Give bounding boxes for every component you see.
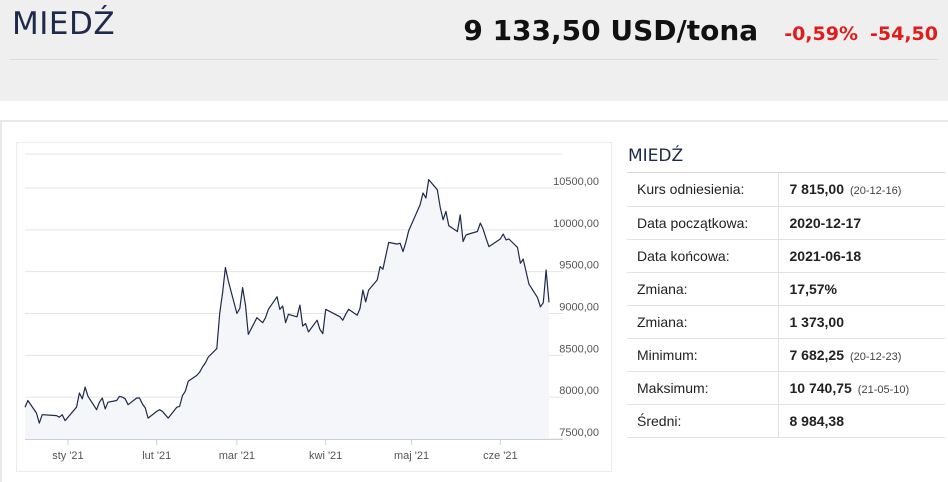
- stats-row-value: 1 373,00: [789, 313, 845, 330]
- y-tick-label: 7500,00: [559, 427, 599, 439]
- price-area: [25, 179, 549, 439]
- stats-row-label: Średni:: [627, 404, 778, 438]
- stats-row-label: Maksimum:: [627, 371, 778, 405]
- stats-row-value-cell: 8 984,38: [777, 404, 945, 438]
- price-line: [24, 178, 550, 424]
- y-tick-label: 9000,00: [559, 302, 599, 314]
- stats-row: Zmiana: 17,57%: [627, 272, 945, 306]
- stats-row-value-cell: 10 740,75 (21-05-10): [777, 371, 945, 405]
- quote-header: MIEDŹ 9 133,50 USD/tona -0,59% -54,50: [0, 0, 948, 101]
- stats-row: Data początkowa: 2020-12-17: [627, 206, 945, 240]
- change-absolute: -54,50: [870, 23, 938, 45]
- y-tick-label: 8000,00: [559, 385, 599, 397]
- x-tick-label: sty '21: [52, 450, 83, 462]
- stats-row: Średni: 8 984,38: [627, 404, 945, 438]
- stats-row: Minimum: 7 682,25 (20-12-23): [627, 338, 945, 372]
- stats-row-value-cell: 7 815,00 (20-12-16): [777, 173, 945, 207]
- stats-row-value-cell: 7 682,25 (20-12-23): [777, 338, 945, 372]
- price-chart-svg: 7500,00 8000,00 8500,00 9000,00 9500,00 10000…: [24, 153, 599, 462]
- stats-row-value: 17,57%: [789, 280, 837, 297]
- stats-row-label: Zmiana:: [627, 272, 778, 306]
- stats-row-label: Data końcowa:: [627, 239, 778, 273]
- price-row: 9 133,50 USD/tona -0,59% -54,50: [463, 14, 938, 47]
- y-tick-label: 10500,00: [553, 176, 599, 188]
- stats-row-value-cell: 2020-12-17: [777, 206, 945, 240]
- stats-row-value: 2020-12-17: [789, 214, 862, 231]
- stats-row: Data końcowa: 2021-06-18: [627, 239, 945, 273]
- stats-row-value: 7 682,25: [789, 346, 845, 363]
- x-tick-label: kwi '21: [309, 450, 342, 462]
- stats-row: Maksimum: 10 740,75 (21-05-10): [627, 371, 945, 405]
- stats-panel: MIEDŹ Kurs odniesienia: 7 815,00 (20-12-16…: [627, 140, 945, 438]
- stats-row-date: (21-05-10): [857, 383, 910, 396]
- stats-row: Kurs odniesienia: 7 815,00 (20-12-16): [627, 173, 945, 207]
- change-percent: -0,59%: [784, 23, 859, 45]
- stats-row-value: 8 984,38: [789, 412, 845, 429]
- price-chart[interactable]: 7500,00 8000,00 8500,00 9000,00 9500,00 10000…: [16, 142, 612, 472]
- stats-row-label: Minimum:: [627, 338, 778, 372]
- stats-row-value: 7 815,00: [789, 181, 845, 198]
- x-tick-label: cze '21: [483, 450, 518, 462]
- stats-row-value-cell: 2021-06-18: [777, 239, 945, 273]
- commodity-title: MIEDŹ: [12, 6, 116, 42]
- stats-row-label: Data początkowa:: [627, 206, 778, 240]
- y-tick-label: 9500,00: [559, 260, 599, 272]
- stats-row-label: Zmiana:: [627, 305, 778, 339]
- x-tick-label: mar '21: [219, 450, 255, 462]
- stats-row-date: (20-12-16): [850, 185, 902, 198]
- stats-row-value: 2021-06-18: [789, 247, 862, 264]
- stats-row-label: Kurs odniesienia:: [627, 173, 778, 207]
- y-tick-label: 8500,00: [559, 343, 599, 355]
- current-price: 9 133,50 USD/tona: [463, 14, 759, 47]
- x-tick-label: lut '21: [142, 450, 171, 462]
- stats-table: Kurs odniesienia: 7 815,00 (20-12-16) Data …: [627, 173, 945, 438]
- x-tick-label: maj '21: [394, 450, 429, 462]
- stats-row-date: (20-12-23): [850, 350, 902, 363]
- stats-title: MIEDŹ: [627, 140, 945, 173]
- stats-row-value: 10 740,75: [789, 379, 852, 396]
- content-panel: [0, 120, 948, 482]
- stats-row: Zmiana: 1 373,00: [627, 305, 945, 339]
- stats-row-value-cell: 1 373,00: [777, 305, 945, 339]
- header-divider: [10, 59, 938, 60]
- y-tick-label: 10000,00: [553, 218, 599, 230]
- stats-row-value-cell: 17,57%: [777, 272, 945, 306]
